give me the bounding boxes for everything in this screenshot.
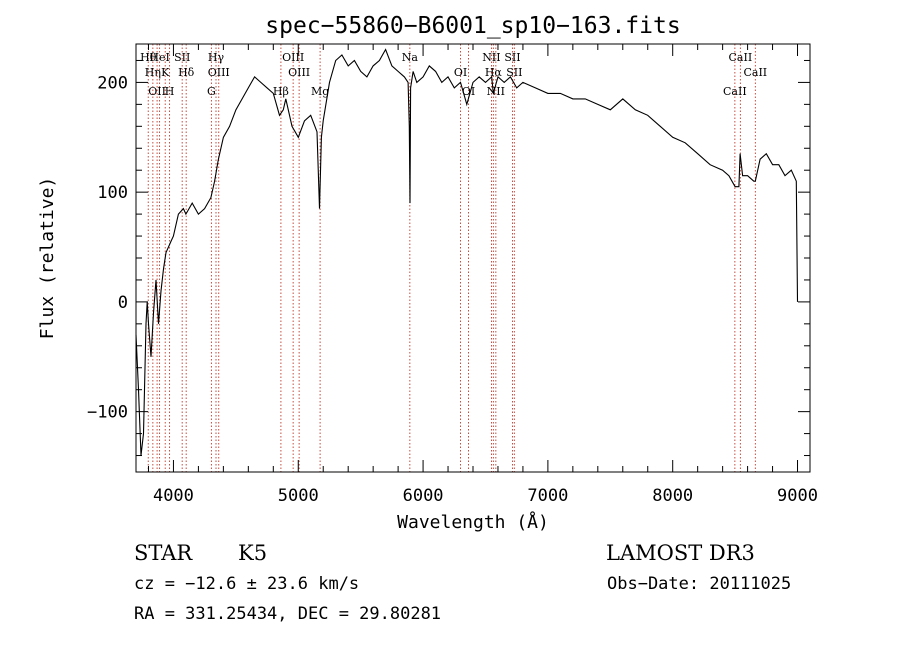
line-label: NII [487, 85, 505, 98]
x-tick-label: 4000 [153, 486, 194, 506]
line-label: OI [462, 85, 475, 98]
y-tick-label: 0 [118, 293, 128, 313]
x-tick-label: 9000 [777, 486, 818, 506]
coordinates: RA = 331.25434, DEC = 29.80281 [134, 604, 441, 624]
line-label: Na [402, 51, 419, 64]
y-axis: −100 0 100 200 [87, 59, 810, 457]
redshift-text: cz = −12.6 ± 23.6 km/s [134, 574, 359, 594]
line-label: CaII [729, 51, 753, 64]
obs-date: Obs−Date: 20111025 [607, 574, 791, 594]
line-label: Hγ [208, 51, 225, 64]
object-subclass: K5 [238, 541, 267, 565]
x-axis: 4000 5000 6000 7000 8000 9000 [147, 44, 818, 506]
object-class: STAR [134, 541, 193, 565]
line-label: Hα [485, 66, 503, 79]
line-label: OIII [282, 51, 304, 64]
line-label: OIII [288, 66, 310, 79]
line-label: Hδ [178, 66, 195, 79]
line-label: CaII [743, 66, 767, 79]
line-labels: HθHηOIIHeIKHSIIHδGHγOIIIHβOIIIOIIIMgNaOI… [140, 51, 767, 98]
line-label: Mg [311, 85, 329, 98]
x-tick-label: 5000 [278, 486, 319, 506]
line-label: G [207, 85, 216, 98]
y-axis-label: Flux (relative) [37, 177, 58, 340]
chart-title: spec−55860−B6001_sp10−163.fits [265, 13, 680, 39]
line-label: Hη [145, 66, 161, 79]
line-label: NII [482, 51, 500, 64]
line-label: K [161, 66, 170, 79]
line-label: OII [148, 85, 166, 98]
line-label: SII [504, 51, 520, 64]
line-label: Hβ [273, 85, 289, 98]
line-label: H [165, 85, 175, 98]
y-tick-label: 100 [97, 183, 128, 203]
y-tick-label: 200 [97, 73, 128, 93]
line-label: OI [454, 66, 467, 79]
spectrum-curve [135, 48, 799, 456]
x-tick-label: 7000 [527, 486, 568, 506]
line-label: SII [506, 66, 522, 79]
line-label: OIII [208, 66, 230, 79]
line-label: CaII [723, 85, 747, 98]
x-tick-label: 6000 [403, 486, 444, 506]
line-markers [147, 44, 756, 472]
x-axis-label: Wavelength (Å) [397, 511, 549, 533]
x-tick-label: 8000 [652, 486, 693, 506]
line-label: HeI [149, 51, 169, 64]
survey-name: LAMOST DR3 [606, 541, 755, 565]
y-tick-label: −100 [87, 403, 128, 423]
line-label: Hθ [140, 51, 157, 64]
line-label: SII [174, 51, 190, 64]
